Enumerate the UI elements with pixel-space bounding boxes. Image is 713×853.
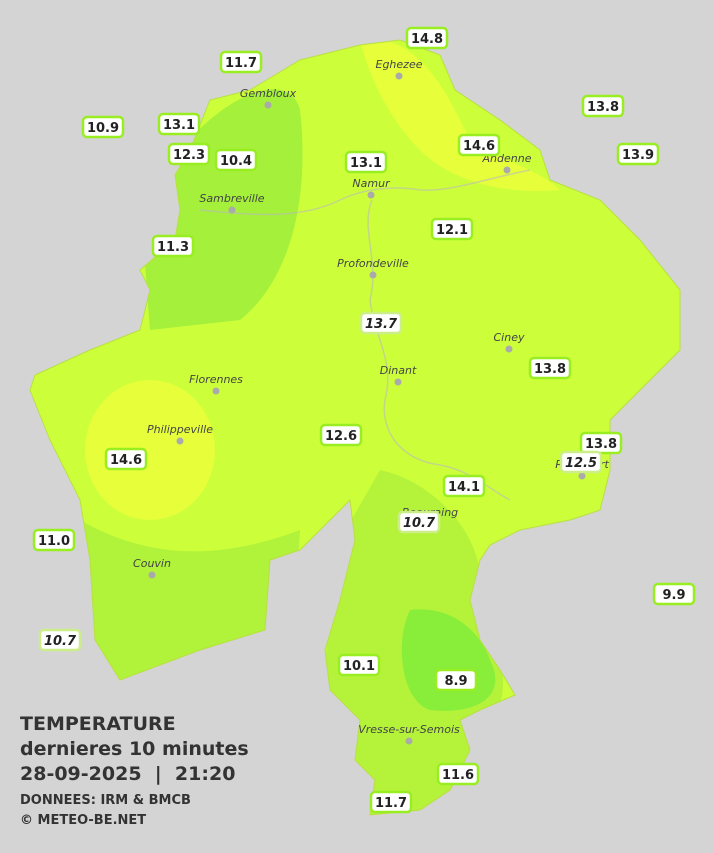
station-value: 13.8: [585, 437, 617, 452]
river: [199, 169, 531, 501]
station-box: [319, 423, 363, 447]
station-value: 13.8: [587, 100, 619, 115]
station-value: 12.1: [436, 223, 468, 238]
warm-zone: [85, 380, 215, 520]
station-value: 11.0: [38, 534, 70, 549]
station-value: 10.9: [87, 121, 119, 136]
station-value: 12.6: [325, 429, 357, 444]
city-name: Philippeville: [147, 423, 213, 436]
station-value: 14.6: [110, 453, 142, 468]
city-dot: [503, 166, 511, 174]
station-box: [344, 150, 388, 174]
station-box: [397, 510, 441, 534]
station-box: [559, 450, 603, 474]
station-value: 11.3: [157, 240, 189, 255]
station-value: 13.8: [534, 362, 566, 377]
station-box: [151, 234, 195, 258]
station-value: 10.7: [403, 516, 436, 531]
city-dot: [176, 437, 184, 445]
city-name: Eghezee: [376, 58, 423, 71]
station-box: [104, 447, 148, 471]
station-value: 14.1: [448, 480, 480, 495]
station-value: 12.3: [173, 148, 205, 163]
caption-subtitle: dernieres 10 minutes: [20, 738, 249, 760]
station-value: 8.9: [444, 674, 467, 689]
station-box: [157, 112, 201, 136]
city-dot: [228, 206, 236, 214]
station-value: 13.1: [163, 118, 195, 133]
station-box: [81, 115, 125, 139]
station-box: [167, 142, 211, 166]
station-box: [32, 528, 76, 552]
city-dot: [148, 571, 156, 579]
city-dot: [212, 387, 220, 395]
caption-title: TEMPERATURE: [20, 713, 176, 735]
station-box: [442, 474, 486, 498]
station-box: [430, 217, 474, 241]
station-box: [528, 356, 572, 380]
city-dot: [394, 378, 402, 386]
station-value: 12.5: [565, 456, 597, 471]
city-name: Couvin: [133, 557, 171, 570]
caption-datetime: 28-09-2025 | 21:20: [20, 763, 235, 785]
city-dot: [405, 737, 413, 745]
station-box: [616, 142, 660, 166]
city-name: Sambreville: [199, 192, 264, 205]
city-name: Profondeville: [337, 257, 409, 270]
station-value: 9.9: [662, 588, 685, 603]
city-name: Namur: [352, 177, 391, 190]
station-value: 13.1: [350, 156, 382, 171]
city-dot: [369, 271, 377, 279]
city-name: Vresse-sur-Semois: [358, 723, 460, 736]
station-value: 10.1: [343, 659, 375, 674]
city-name: Dinant: [380, 364, 417, 377]
stations: 14.8 11.7 13.8 10.9 13.1 12.3 10.4 13.1 14.6 13.9…: [32, 26, 696, 814]
station-box: [652, 582, 696, 606]
station-box: [581, 94, 625, 118]
station-box: [434, 668, 478, 692]
caption-copyright: © METEO-BE.NET: [20, 813, 146, 828]
station-box: [457, 133, 501, 157]
station-value: 13.9: [622, 148, 654, 163]
station-value: 10.4: [220, 154, 252, 169]
station-value: 11.7: [375, 796, 407, 811]
city-dot: [367, 191, 375, 199]
station-box: [337, 653, 381, 677]
city-dot: [505, 345, 513, 353]
station-value: 14.6: [463, 139, 495, 154]
station-box: [214, 148, 258, 172]
cities: EghezeeGemblouxAndenneNamurSambrevillePr…: [133, 58, 609, 745]
station-value: 13.7: [365, 317, 398, 332]
station-value: 11.7: [225, 56, 257, 71]
station-value: 14.8: [411, 32, 443, 47]
station-box: [359, 311, 403, 335]
city-name: Florennes: [189, 373, 243, 386]
city-name: Ciney: [494, 331, 525, 344]
station-box: [38, 628, 82, 652]
city-dot: [264, 101, 272, 109]
station-box: [405, 26, 449, 50]
caption-source: DONNEES: IRM & BMCB: [20, 793, 191, 808]
station-value: 10.7: [44, 634, 77, 649]
warm-zone: [360, 40, 560, 191]
city-dot: [395, 72, 403, 80]
city-dot: [578, 472, 586, 480]
station-box: [219, 50, 263, 74]
city-name: Gembloux: [240, 87, 297, 100]
station-box: [436, 762, 480, 786]
station-box: [369, 790, 413, 814]
station-value: 11.6: [442, 768, 474, 783]
